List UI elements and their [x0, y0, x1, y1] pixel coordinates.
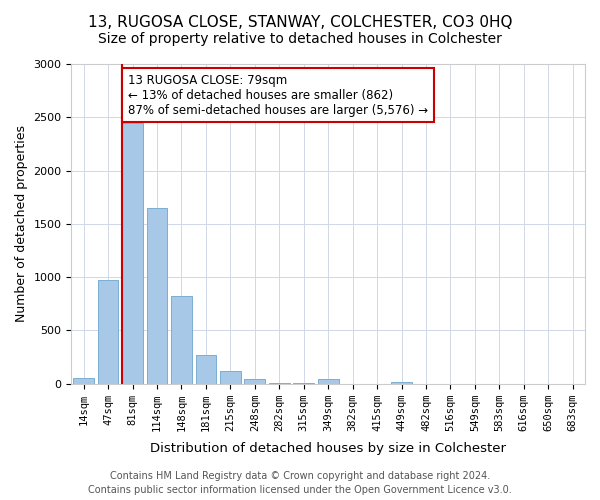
- Bar: [196, 355, 217, 384]
- Bar: [122, 122, 143, 384]
- Text: Size of property relative to detached houses in Colchester: Size of property relative to detached ho…: [98, 32, 502, 46]
- Bar: [391, 382, 412, 384]
- Bar: [73, 378, 94, 384]
- Bar: [220, 371, 241, 384]
- X-axis label: Distribution of detached houses by size in Colchester: Distribution of detached houses by size …: [150, 442, 506, 455]
- Bar: [269, 382, 290, 384]
- Text: 13 RUGOSA CLOSE: 79sqm
← 13% of detached houses are smaller (862)
87% of semi-de: 13 RUGOSA CLOSE: 79sqm ← 13% of detached…: [128, 74, 428, 116]
- Bar: [318, 380, 338, 384]
- Bar: [146, 208, 167, 384]
- Text: 13, RUGOSA CLOSE, STANWAY, COLCHESTER, CO3 0HQ: 13, RUGOSA CLOSE, STANWAY, COLCHESTER, C…: [88, 15, 512, 30]
- Bar: [171, 296, 192, 384]
- Y-axis label: Number of detached properties: Number of detached properties: [15, 126, 28, 322]
- Bar: [98, 280, 118, 384]
- Bar: [293, 382, 314, 384]
- Text: Contains HM Land Registry data © Crown copyright and database right 2024.
Contai: Contains HM Land Registry data © Crown c…: [88, 471, 512, 495]
- Bar: [244, 379, 265, 384]
